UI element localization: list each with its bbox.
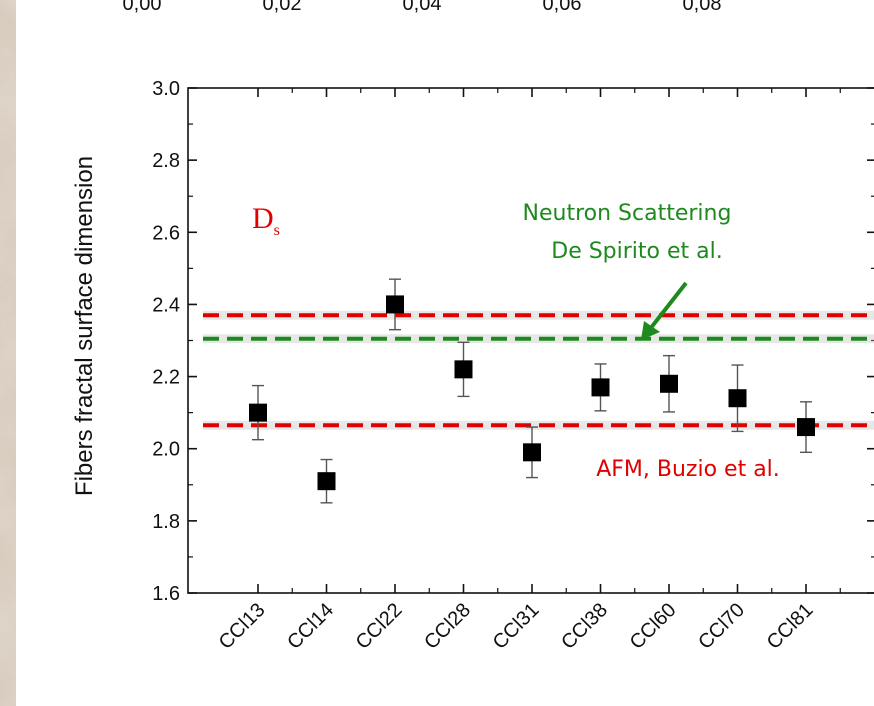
neutron-annotation-line2: De Spirito et al. — [551, 239, 723, 264]
top-axis-label: 0,04 — [403, 0, 442, 15]
top-axis-label: 0,02 — [263, 0, 302, 15]
y-axis-ticks: 1.6 1.8 2.0 2.2 2.4 2.6 2.8 3.0 — [152, 78, 874, 605]
x-axis-ticks: CCl13 CCl14 CCl22 CCl28 CCl31 CCl38 CCl60 CCl70… — [215, 88, 841, 654]
neutron-annotation-line1: Neutron Scattering — [523, 201, 732, 226]
y-tick-label: 3.0 — [152, 78, 180, 100]
y-axis-label: Fibers fractal surface dimension — [71, 156, 98, 496]
data-point — [249, 403, 267, 422]
x-tick-label: CCl81 — [763, 599, 818, 654]
y-tick-label: 2.2 — [152, 367, 180, 389]
afm-annotation: AFM, Buzio et al. — [596, 457, 780, 482]
top-axis-labels: 0,00 0,02 0,04 0,06 0,08 — [123, 0, 722, 15]
y-tick-label: 2.4 — [152, 294, 180, 316]
reference-lines — [203, 310, 874, 430]
x-tick-label: CCl13 — [215, 599, 270, 654]
x-tick-label: CCl70 — [694, 599, 749, 654]
top-axis-label: 0,08 — [683, 0, 722, 15]
data-point — [386, 295, 404, 314]
y-tick-label: 2.6 — [152, 222, 180, 244]
white-panel — [16, 0, 874, 706]
data-point — [797, 418, 815, 437]
data-points — [249, 278, 815, 504]
y-tick-label: 2.8 — [152, 150, 180, 172]
x-tick-label: CCl60 — [626, 599, 681, 654]
y-tick-label: 2.0 — [152, 439, 180, 461]
ds-symbol: Ds — [252, 202, 280, 239]
y-tick-label: 1.6 — [152, 583, 180, 605]
data-point — [591, 378, 610, 397]
x-tick-label: CCl38 — [557, 599, 612, 654]
top-axis-label: 0,00 — [123, 0, 162, 15]
x-tick-label: CCl14 — [283, 599, 338, 654]
top-axis-label: 0,06 — [543, 0, 582, 15]
data-point — [454, 360, 473, 379]
x-tick-label: CCl28 — [420, 599, 475, 654]
data-point — [728, 389, 747, 408]
y-tick-label: 1.8 — [152, 511, 180, 533]
data-point — [523, 443, 541, 462]
data-point — [660, 374, 678, 393]
x-tick-label: CCl31 — [489, 599, 544, 654]
neutron-arrow — [641, 281, 688, 340]
x-tick-label: CCl22 — [352, 599, 407, 654]
data-point — [317, 472, 336, 491]
